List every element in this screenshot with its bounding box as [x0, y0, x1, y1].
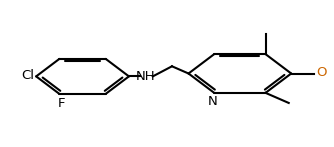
Text: N: N: [208, 95, 217, 108]
Text: O: O: [316, 66, 327, 79]
Text: F: F: [57, 97, 65, 111]
Text: NH: NH: [136, 70, 155, 83]
Text: Cl: Cl: [21, 69, 34, 82]
